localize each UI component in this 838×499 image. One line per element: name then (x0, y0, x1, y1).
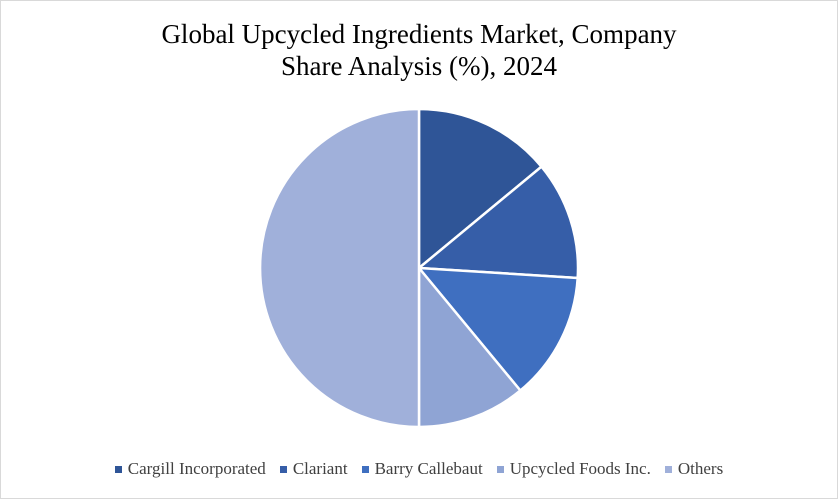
chart-title-line-1: Global Upcycled Ingredients Market, Comp… (161, 19, 677, 49)
pie-slices (258, 107, 580, 429)
legend-label: Cargill Incorporated (127, 459, 266, 478)
legend-label: Barry Callebaut (374, 459, 483, 478)
chart-title: Global Upcycled Ingredients Market, Comp… (0, 18, 838, 82)
pie-slice-0 (417, 107, 543, 270)
legend-swatch (279, 465, 287, 473)
legend-item-1: Clariant (279, 459, 348, 479)
legend-swatch (496, 465, 504, 473)
legend-item-4: Others (664, 459, 724, 479)
legend-label: Clariant (292, 459, 348, 478)
pie-slice-1 (417, 165, 580, 280)
legend-item-2: Barry Callebaut (361, 459, 483, 479)
legend-swatch (361, 465, 369, 473)
chart-title-line-2: Share Analysis (%), 2024 (281, 51, 557, 81)
chart-legend: Cargill Incorporated Clariant Barry Calleb… (0, 456, 838, 482)
legend-label: Others (677, 459, 724, 478)
pie-slice-4 (258, 107, 421, 429)
pie-slice-3 (417, 266, 522, 429)
legend-item-0: Cargill Incorporated (114, 459, 266, 479)
legend-swatch (114, 465, 122, 473)
legend-item-3: Upcycled Foods Inc. (496, 459, 651, 479)
legend-label: Upcycled Foods Inc. (509, 459, 651, 478)
legend-swatch (664, 465, 672, 473)
pie-slice-2 (417, 266, 579, 392)
